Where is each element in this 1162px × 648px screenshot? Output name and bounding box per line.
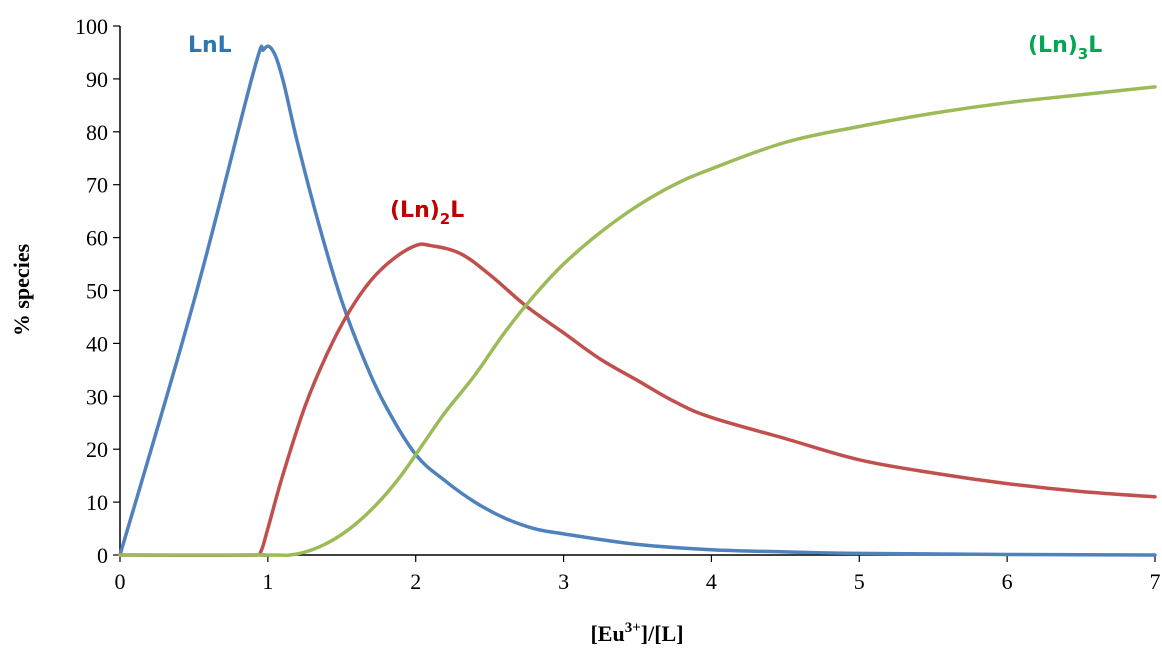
x-axis-title-sup: 3+ (625, 620, 641, 636)
x-tick-label: 0 (115, 569, 126, 594)
series-label-tail: L (1088, 33, 1102, 58)
y-axis-title: % species (9, 243, 34, 336)
series-label-main: (Ln) (390, 198, 440, 223)
series-line-ln2l (118, 242, 1157, 558)
x-tick-label: 3 (558, 569, 569, 594)
x-tick-label: 1 (262, 569, 273, 594)
series-label-tail: L (450, 198, 464, 223)
y-tick-label: 100 (75, 14, 108, 39)
y-tick-label: 80 (86, 120, 108, 145)
y-tick-label: 40 (86, 331, 108, 356)
x-axis-title-base: [Eu (590, 621, 624, 646)
y-tick-label: 0 (97, 543, 108, 568)
y-tick-label: 30 (86, 384, 108, 409)
y-tick-label: 50 (86, 279, 108, 304)
series-label-lnl: LnL (188, 33, 232, 58)
tick-labels: 0 10 20 30 40 50 60 70 80 90 100 0 1 2 3 4 5 6 7 (75, 14, 1161, 594)
series-label-ln3l: (Ln)3L (1028, 33, 1102, 63)
y-tick-label: 10 (86, 490, 108, 515)
y-tick-label: 70 (86, 173, 108, 198)
series-line-lnl (118, 44, 1157, 557)
plot-area (118, 44, 1157, 558)
y-tick-label: 60 (86, 226, 108, 251)
x-tick-label: 4 (706, 569, 717, 594)
y-tick-label: 20 (86, 437, 108, 462)
x-axis-title: [Eu3+]/[L] (590, 620, 683, 646)
x-tick-label: 6 (1002, 569, 1013, 594)
series-labels: LnL(Ln)2L(Ln)3L (188, 33, 1102, 228)
series-label-sub: 2 (440, 210, 450, 228)
x-axis-title-rest: ]/[L] (641, 621, 684, 646)
series-label-ln2l: (Ln)2L (390, 198, 464, 228)
x-tick-label: 2 (410, 569, 421, 594)
series-label-main: (Ln) (1028, 33, 1078, 58)
x-tick-label: 7 (1150, 569, 1161, 594)
x-tick-label: 5 (854, 569, 865, 594)
y-tick-label: 90 (86, 67, 108, 92)
series-label-main: LnL (188, 33, 232, 58)
series-label-sub: 3 (1078, 45, 1088, 63)
series-line-ln3l (118, 85, 1157, 558)
